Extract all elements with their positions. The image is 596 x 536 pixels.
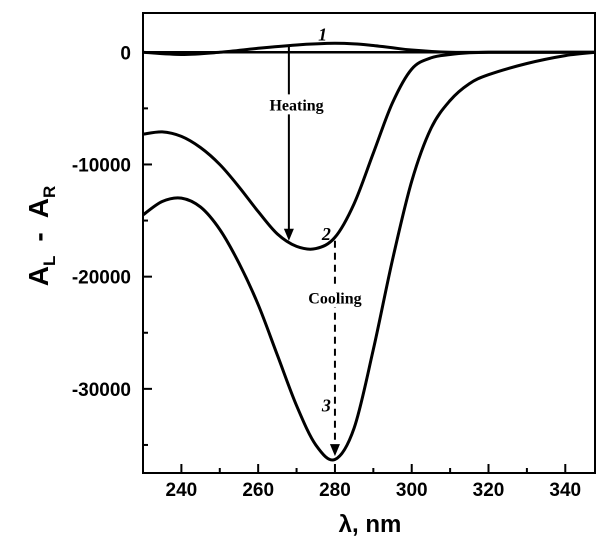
- y-axis-title: AL-AR: [23, 186, 59, 286]
- x-tick-label: 340: [549, 480, 581, 501]
- arrow-head-solid: [283, 228, 294, 241]
- plot-border: [142, 12, 596, 474]
- curve-3: [142, 50, 596, 462]
- y-axis-title-a1: A: [23, 266, 54, 286]
- annotation-bg: [301, 287, 369, 308]
- curves: 1 2 3: [142, 24, 596, 462]
- curve-label-3: 3: [321, 396, 331, 416]
- annotations: Heating Cooling: [262, 94, 369, 308]
- annotation-heating: Heating: [269, 97, 323, 114]
- x-tick-label: 300: [396, 480, 428, 501]
- x-tick-label: 240: [166, 480, 198, 501]
- y-axis-title-sub-r: R: [40, 186, 59, 198]
- plot-frame: [142, 12, 596, 474]
- x-tick-label: 280: [319, 480, 351, 501]
- curve-label-2: 2: [321, 224, 331, 244]
- arrows: [283, 46, 340, 457]
- y-tick-label: 0: [120, 43, 131, 64]
- y-tick-label: -30000: [72, 380, 131, 401]
- x-axis-title: λ, nm: [339, 511, 402, 536]
- annotation-bg: [262, 94, 331, 115]
- y-axis-ticks: 0 -10000 -20000 -30000: [72, 43, 152, 446]
- y-tick-label: -10000: [72, 155, 131, 176]
- arrow-head-dashed: [329, 444, 340, 457]
- x-tick-label: 320: [473, 480, 505, 501]
- y-axis-title-a2: A: [23, 198, 54, 218]
- curve-2: [142, 50, 596, 251]
- x-tick-label: 260: [242, 480, 274, 501]
- x-axis-ticks: 240 260 280 300 320 340: [142, 464, 581, 501]
- curve-label-1: 1: [318, 24, 327, 44]
- y-axis-title-sub-l: L: [40, 256, 59, 266]
- y-axis-title-dash: -: [23, 232, 54, 241]
- annotation-cooling: Cooling: [308, 290, 361, 307]
- y-tick-label: -20000: [72, 268, 131, 289]
